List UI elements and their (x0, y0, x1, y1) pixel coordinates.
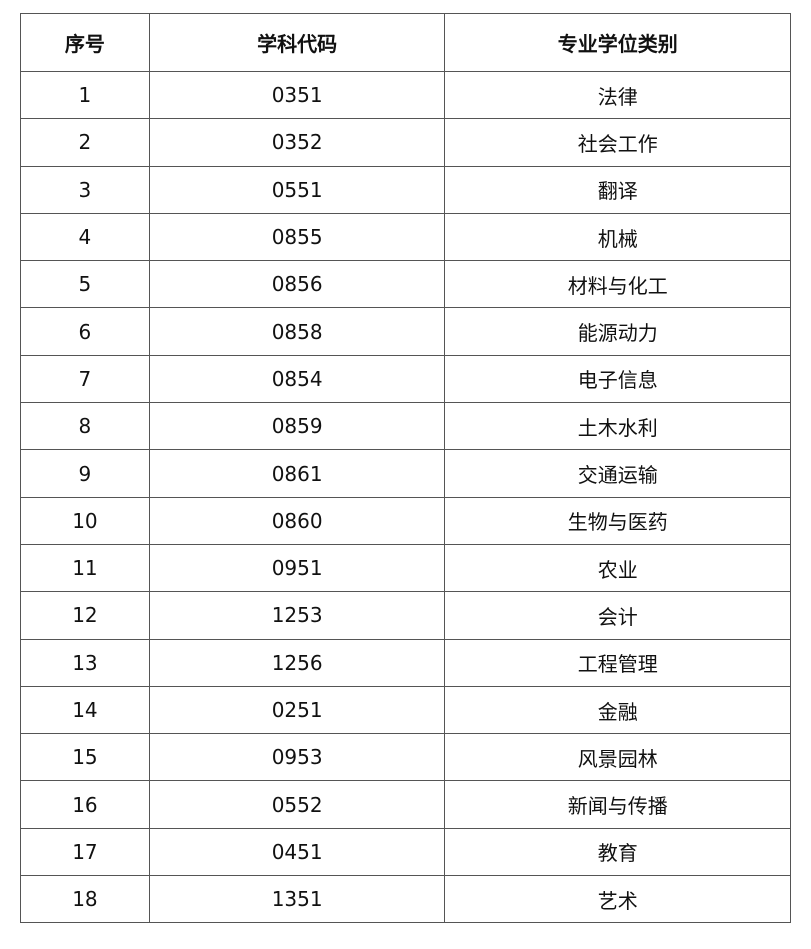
table-row: 6 0858 能源动力 (20, 307, 791, 356)
table-row: 1 0351 法律 (20, 70, 791, 120)
cell-index: 6 (20, 307, 150, 356)
cell-code: 0855 (148, 212, 446, 262)
cell-index: 3 (20, 165, 150, 214)
table-row: 7 0854 电子信息 (20, 354, 791, 404)
header-row: 序号 学科代码 专业学位类别 (20, 13, 791, 72)
cell-category: 土木水利 (444, 402, 791, 451)
cell-index: 8 (20, 402, 150, 451)
cell-category: 风景园林 (444, 733, 791, 782)
table-row: 11 0951 农业 (20, 543, 791, 593)
table-row: 10 0860 生物与医药 (20, 496, 791, 545)
cell-category: 艺术 (444, 875, 791, 924)
cell-index: 5 (20, 260, 150, 309)
cell-code: 0854 (148, 354, 446, 404)
table-row: 8 0859 土木水利 (20, 402, 791, 451)
table-row: 16 0552 新闻与传播 (20, 780, 791, 829)
cell-category: 工程管理 (444, 638, 791, 687)
cell-code: 0856 (148, 260, 446, 309)
cell-category: 材料与化工 (444, 260, 791, 309)
cell-category: 电子信息 (444, 354, 791, 404)
cell-index: 1 (20, 70, 150, 120)
table-row: 5 0856 材料与化工 (20, 260, 791, 309)
cell-code: 0860 (148, 496, 446, 545)
cell-code: 0861 (148, 449, 446, 498)
cell-code: 1253 (148, 591, 446, 640)
cell-code: 0951 (148, 543, 446, 593)
table-row: 17 0451 教育 (20, 827, 791, 877)
cell-category: 法律 (444, 70, 791, 120)
cell-category: 能源动力 (444, 307, 791, 356)
cell-index: 2 (20, 118, 150, 167)
cell-code: 0352 (148, 118, 446, 167)
cell-category: 生物与医药 (444, 496, 791, 545)
cell-index: 17 (20, 827, 150, 877)
cell-category: 农业 (444, 543, 791, 593)
cell-code: 0551 (148, 165, 446, 214)
cell-code: 0351 (148, 70, 446, 120)
cell-code: 0451 (148, 827, 446, 877)
cell-code: 1256 (148, 638, 446, 687)
cell-category: 社会工作 (444, 118, 791, 167)
cell-index: 9 (20, 449, 150, 498)
cell-code: 0552 (148, 780, 446, 829)
cell-category: 新闻与传播 (444, 780, 791, 829)
table-row: 13 1256 工程管理 (20, 638, 791, 687)
table-row: 12 1253 会计 (20, 591, 791, 640)
header-index: 序号 (20, 13, 150, 72)
header-category: 专业学位类别 (444, 13, 791, 72)
cell-category: 教育 (444, 827, 791, 877)
table-row: 3 0551 翻译 (20, 165, 791, 214)
table-row: 4 0855 机械 (20, 212, 791, 262)
table-row: 2 0352 社会工作 (20, 118, 791, 167)
cell-index: 11 (20, 543, 150, 593)
cell-code: 0251 (148, 685, 446, 735)
cell-index: 7 (20, 354, 150, 404)
cell-index: 10 (20, 496, 150, 545)
cell-index: 16 (20, 780, 150, 829)
cell-index: 14 (20, 685, 150, 735)
cell-index: 12 (20, 591, 150, 640)
cell-category: 会计 (444, 591, 791, 640)
cell-category: 金融 (444, 685, 791, 735)
cell-index: 13 (20, 638, 150, 687)
table-row: 15 0953 风景园林 (20, 733, 791, 782)
cell-code: 0953 (148, 733, 446, 782)
table-row: 14 0251 金融 (20, 685, 791, 735)
cell-category: 交通运输 (444, 449, 791, 498)
table-row: 18 1351 艺术 (20, 875, 791, 924)
cell-category: 翻译 (444, 165, 791, 214)
degree-table: 序号 学科代码 专业学位类别 1 0351 法律 2 0352 社会工作 3 0551 翻译 4 0… (20, 13, 791, 924)
cell-index: 4 (20, 212, 150, 262)
header-code: 学科代码 (148, 13, 446, 72)
cell-code: 0858 (148, 307, 446, 356)
cell-code: 1351 (148, 875, 446, 924)
table-row: 9 0861 交通运输 (20, 449, 791, 498)
cell-category: 机械 (444, 212, 791, 262)
cell-index: 18 (20, 875, 150, 924)
cell-code: 0859 (148, 402, 446, 451)
cell-index: 15 (20, 733, 150, 782)
